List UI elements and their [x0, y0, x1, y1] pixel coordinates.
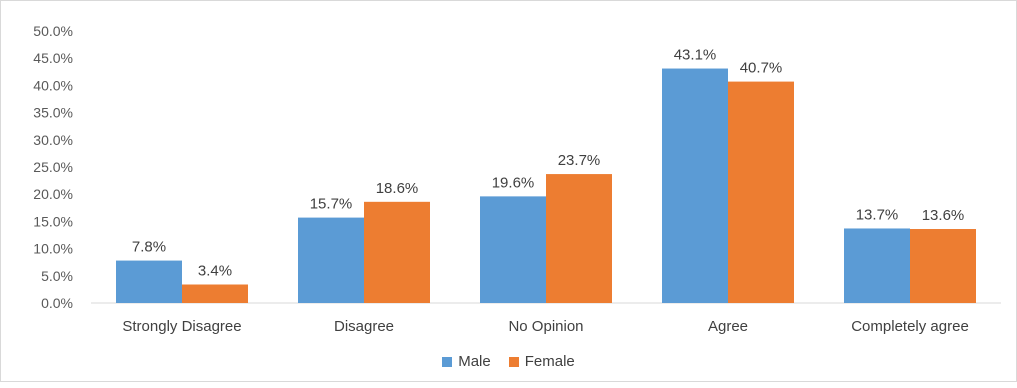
- legend-item-female: Female: [508, 353, 575, 370]
- y-tick-label: 45.0%: [33, 50, 73, 66]
- legend: Male Female: [1, 353, 1016, 370]
- bar-female: [728, 81, 794, 303]
- y-tick-label: 20.0%: [33, 186, 73, 202]
- bar-female: [546, 174, 612, 303]
- data-label: 19.6%: [492, 174, 535, 191]
- bar-male: [116, 260, 182, 303]
- y-tick-label: 35.0%: [33, 105, 73, 121]
- bar-male: [298, 217, 364, 303]
- y-tick-label: 50.0%: [33, 23, 73, 39]
- bar-male: [480, 196, 546, 303]
- data-label: 18.6%: [376, 180, 419, 197]
- data-label: 13.6%: [922, 207, 965, 224]
- data-label: 7.8%: [132, 239, 166, 256]
- x-tick-label: No Opinion: [508, 318, 583, 335]
- data-label: 43.1%: [674, 47, 717, 64]
- y-tick-label: 40.0%: [33, 77, 73, 93]
- y-tick-label: 30.0%: [33, 132, 73, 148]
- y-tick-label: 5.0%: [41, 268, 73, 284]
- x-tick-label: Agree: [708, 318, 748, 335]
- data-label: 40.7%: [740, 60, 783, 77]
- x-tick-label: Strongly Disagree: [122, 318, 241, 335]
- bar-female: [910, 229, 976, 303]
- data-label: 3.4%: [198, 263, 232, 280]
- y-tick-label: 10.0%: [33, 241, 73, 257]
- x-tick-label: Completely agree: [851, 318, 969, 335]
- data-label: 15.7%: [310, 196, 353, 213]
- data-label: 23.7%: [558, 152, 601, 169]
- bar-male: [662, 68, 728, 303]
- bar-female: [364, 201, 430, 303]
- legend-swatch-female: [508, 356, 519, 367]
- y-tick-label: 15.0%: [33, 213, 73, 229]
- legend-item-male: Male: [442, 353, 491, 370]
- x-tick-label: Disagree: [334, 318, 394, 335]
- legend-label-male: Male: [458, 353, 491, 370]
- y-tick-label: 0.0%: [41, 295, 73, 311]
- bar-male: [844, 228, 910, 303]
- legend-label-female: Female: [524, 353, 575, 370]
- bar-female: [182, 284, 248, 303]
- legend-swatch-male: [442, 356, 453, 367]
- y-tick-label: 25.0%: [33, 159, 73, 175]
- data-label: 13.7%: [856, 206, 899, 223]
